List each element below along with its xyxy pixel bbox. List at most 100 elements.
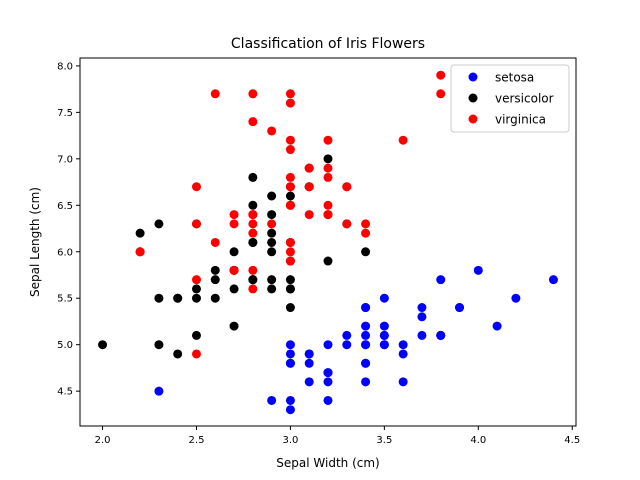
point-versicolor-29	[210, 275, 220, 285]
point-virginica-5	[285, 98, 295, 108]
legend-label-setosa: setosa	[495, 71, 534, 85]
point-virginica-11	[229, 210, 239, 220]
point-setosa-13	[285, 405, 295, 415]
y-tick-label: 4.5	[57, 387, 73, 398]
point-virginica-22	[248, 89, 258, 99]
point-virginica-30	[248, 117, 258, 127]
point-setosa-17	[379, 330, 389, 340]
y-axis-ticks: 4.5 5.0 5.5 6.0 6.5 7.0 7.5 8.0	[57, 61, 80, 398]
point-versicolor-13	[267, 237, 277, 247]
point-setosa-35	[323, 340, 333, 350]
point-virginica-26	[248, 228, 258, 238]
point-virginica-46	[191, 219, 201, 229]
point-virginica-17	[436, 89, 446, 99]
point-versicolor-23	[248, 237, 258, 247]
point-setosa-46	[436, 330, 446, 340]
point-versicolor-0	[323, 154, 333, 164]
point-setosa-6	[361, 377, 371, 387]
legend-label-versicolor: versicolor	[495, 92, 554, 106]
legend: setosa versicolor virginica	[450, 64, 570, 133]
point-setosa-34	[304, 349, 314, 359]
point-versicolor-31	[173, 293, 183, 303]
point-setosa-47	[323, 377, 333, 387]
point-virginica-35	[285, 89, 295, 99]
point-setosa-30	[304, 358, 314, 368]
point-setosa-32	[492, 321, 502, 331]
y-tick-label: 8.0	[57, 61, 73, 72]
point-versicolor-4	[248, 200, 258, 210]
point-setosa-8	[267, 395, 277, 405]
point-setosa-38	[285, 395, 295, 405]
point-virginica-48	[361, 228, 371, 238]
x-tick-label: 4.0	[470, 435, 486, 446]
point-virginica-31	[436, 70, 446, 80]
point-versicolor-33	[229, 247, 239, 257]
point-setosa-21	[417, 330, 427, 340]
point-setosa-36	[379, 293, 389, 303]
point-setosa-18	[436, 275, 446, 285]
y-axis-label: Sepal Length (cm)	[28, 187, 42, 297]
point-virginica-32	[248, 210, 258, 220]
point-virginica-19	[135, 247, 145, 257]
point-virginica-8	[191, 182, 201, 192]
point-versicolor-14	[267, 284, 277, 294]
point-setosa-28	[361, 321, 371, 331]
point-virginica-23	[229, 219, 239, 229]
x-axis-label: Sepal Width (cm)	[276, 456, 379, 470]
point-setosa-22	[398, 377, 408, 387]
point-setosa-15	[548, 275, 558, 285]
point-virginica-49	[285, 256, 295, 266]
point-setosa-37	[398, 349, 408, 359]
point-virginica-15	[323, 210, 333, 220]
legend-label-virginica: virginica	[495, 113, 546, 127]
point-virginica-2	[285, 145, 295, 155]
point-setosa-26	[361, 340, 371, 350]
point-versicolor-8	[267, 191, 277, 201]
chart-title: Classification of Iris Flowers	[231, 36, 425, 52]
point-versicolor-24	[267, 210, 277, 220]
x-tick-label: 3.0	[282, 435, 298, 446]
legend-marker-setosa	[468, 72, 478, 82]
point-virginica-43	[323, 172, 333, 182]
point-versicolor-20	[323, 256, 333, 266]
point-setosa-24	[361, 358, 371, 368]
point-versicolor-7	[173, 349, 183, 359]
point-setosa-49	[342, 340, 352, 350]
legend-marker-virginica	[468, 114, 478, 124]
point-virginica-21	[248, 284, 258, 294]
point-setosa-25	[285, 340, 295, 350]
plot-frame	[79, 57, 577, 427]
point-setosa-43	[379, 340, 389, 350]
point-virginica-0	[342, 219, 352, 229]
point-virginica-40	[304, 182, 314, 192]
point-versicolor-47	[267, 228, 277, 238]
point-setosa-4	[398, 340, 408, 350]
point-virginica-14	[248, 265, 258, 275]
point-setosa-14	[473, 265, 483, 275]
point-virginica-18	[210, 89, 220, 99]
points-layer	[98, 70, 558, 415]
point-versicolor-37	[154, 219, 164, 229]
point-setosa-10	[417, 303, 427, 313]
point-versicolor-25	[285, 191, 295, 201]
point-virginica-41	[304, 163, 314, 173]
point-versicolor-34	[285, 303, 295, 313]
point-virginica-25	[323, 135, 333, 145]
point-versicolor-19	[191, 284, 201, 294]
point-versicolor-9	[229, 321, 239, 331]
point-virginica-13	[191, 275, 201, 285]
y-tick-label: 5.0	[57, 340, 73, 351]
point-virginica-29	[285, 135, 295, 145]
point-virginica-10	[323, 200, 333, 210]
x-axis-ticks: 2.0 2.5 3.0 3.5 4.0 4.5	[95, 426, 580, 446]
point-versicolor-43	[154, 340, 164, 350]
point-virginica-6	[191, 349, 201, 359]
point-versicolor-35	[361, 247, 371, 257]
point-setosa-23	[342, 330, 352, 340]
point-virginica-3	[267, 219, 277, 229]
point-setosa-39	[361, 330, 371, 340]
point-versicolor-18	[135, 228, 145, 238]
point-setosa-29	[323, 368, 333, 378]
legend-marker-versicolor	[468, 93, 478, 103]
